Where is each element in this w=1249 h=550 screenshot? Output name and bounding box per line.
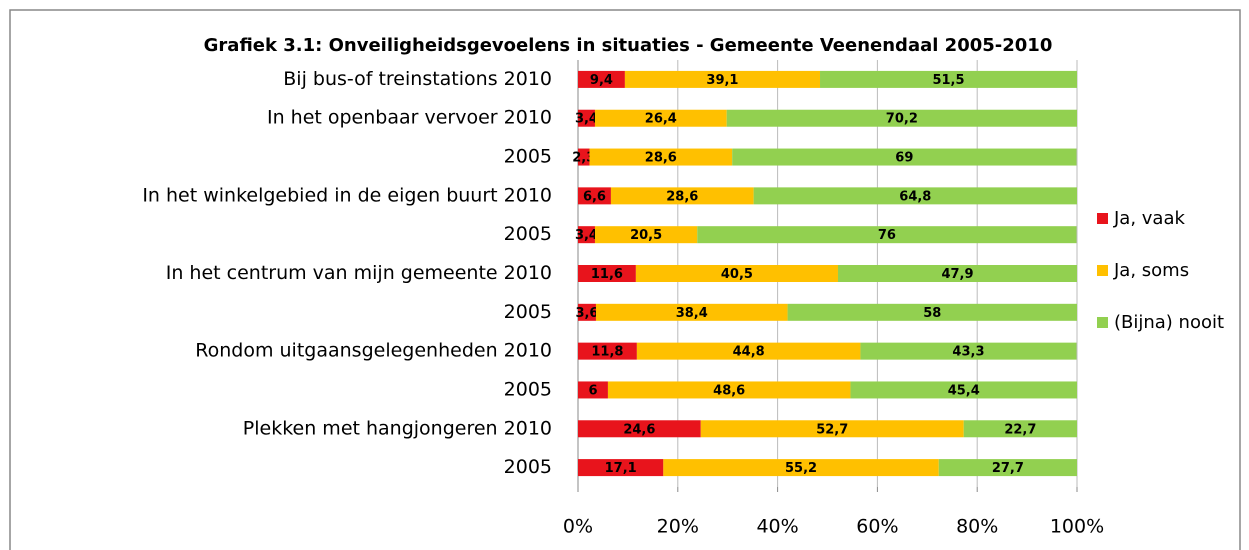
bar-segment — [578, 420, 701, 438]
bar-segment — [595, 303, 788, 321]
data-label: 24,6 — [623, 422, 655, 437]
data-label: 6,6 — [583, 189, 606, 204]
bar-segment — [820, 70, 1077, 88]
bar-segment — [610, 187, 754, 205]
chart-title: Grafiek 3.1: Onveiligheidsgevoelens in s… — [204, 35, 1053, 56]
bar-segment — [578, 148, 590, 166]
bar-segment — [578, 109, 595, 127]
data-label: 52,7 — [816, 422, 848, 437]
bar-segment — [589, 148, 733, 166]
bar-segment — [697, 226, 1077, 244]
bar-segment — [663, 459, 939, 477]
bar-segment — [578, 226, 595, 244]
data-label: 17,1 — [605, 461, 637, 476]
bar-segment — [700, 420, 964, 438]
bar-segment — [732, 148, 1077, 166]
legend-swatch — [1097, 317, 1108, 328]
x-tick-label: 0% — [563, 516, 593, 538]
bar-segment — [787, 303, 1077, 321]
bar-segment — [938, 459, 1077, 477]
bar-segment — [594, 226, 698, 244]
x-tick-label: 100% — [1050, 516, 1104, 538]
legend-label: Ja, soms — [1113, 260, 1189, 281]
legend-swatch — [1097, 213, 1108, 224]
data-label: 51,5 — [932, 73, 964, 88]
y-tick-label: Bij bus-of treinstations 2010 — [283, 68, 552, 90]
bar-segment — [578, 187, 611, 205]
bar-segment — [578, 265, 636, 282]
y-tick-label: In het winkelgebied in de eigen buurt 20… — [142, 184, 552, 206]
data-label: 3,4 — [575, 112, 598, 127]
legend-label: Ja, vaak — [1113, 208, 1185, 229]
bar-segment — [607, 381, 851, 399]
data-label: 64,8 — [899, 189, 931, 204]
data-label: 28,6 — [666, 189, 698, 204]
y-tick-label: 2005 — [504, 301, 552, 323]
bar-segment — [578, 70, 625, 88]
y-tick-label: In het centrum van mijn gemeente 2010 — [166, 262, 552, 284]
data-label: 3,6 — [575, 306, 598, 321]
data-label: 39,1 — [706, 73, 738, 88]
bar-segment — [578, 342, 637, 360]
data-label: 3,4 — [575, 228, 598, 243]
y-tick-label: Plekken met hangjongeren 2010 — [243, 417, 552, 439]
data-label: 28,6 — [645, 151, 677, 166]
bar-segment — [636, 342, 861, 360]
data-label: 76 — [878, 228, 896, 243]
legend-swatch — [1097, 265, 1108, 276]
data-label: 26,4 — [645, 112, 677, 127]
data-label: 69 — [895, 151, 913, 166]
data-label: 44,8 — [733, 345, 765, 360]
data-label: 70,2 — [886, 112, 918, 127]
chart-frame — [9, 9, 1241, 550]
legend-label: (Bijna) nooit — [1114, 312, 1224, 333]
y-tick-label: Rondom uitgaansgelegenheden 2010 — [195, 340, 552, 362]
data-label: 47,9 — [941, 267, 973, 282]
y-tick-label: 2005 — [504, 378, 552, 400]
y-tick-label: 2005 — [504, 146, 552, 168]
data-label: 11,6 — [591, 267, 623, 282]
bar-segment — [624, 70, 821, 88]
y-tick-label: 2005 — [504, 223, 552, 245]
data-label: 6 — [588, 383, 597, 398]
data-label: 9,4 — [590, 73, 613, 88]
data-label: 20,5 — [630, 228, 662, 243]
data-label: 58 — [923, 306, 941, 321]
bar-segment — [860, 342, 1077, 360]
y-tick-label: 2005 — [504, 456, 552, 478]
bar-segment — [635, 265, 838, 282]
bar-segment — [578, 381, 608, 399]
data-label: 45,4 — [948, 383, 980, 398]
data-label: 27,7 — [992, 461, 1024, 476]
x-tick-label: 40% — [756, 516, 798, 538]
bar-segment — [726, 109, 1077, 127]
data-label: 48,6 — [713, 383, 745, 398]
data-label: 43,3 — [952, 345, 984, 360]
bar-segment — [594, 109, 727, 127]
x-tick-label: 60% — [856, 516, 898, 538]
data-label: 40,5 — [721, 267, 753, 282]
bar-segment — [850, 381, 1077, 399]
bar-segment — [963, 420, 1077, 438]
x-tick-label: 80% — [956, 516, 998, 538]
bar-segment — [578, 303, 596, 321]
data-label: 38,4 — [676, 306, 708, 321]
data-label: 55,2 — [785, 461, 817, 476]
bar-segment — [578, 459, 664, 477]
x-tick-label: 20% — [657, 516, 699, 538]
data-label: 22,7 — [1004, 422, 1036, 437]
data-label: 11,8 — [591, 345, 623, 360]
bar-segment — [837, 265, 1077, 282]
y-tick-label: In het openbaar vervoer 2010 — [267, 107, 552, 129]
bar-segment — [753, 187, 1077, 205]
